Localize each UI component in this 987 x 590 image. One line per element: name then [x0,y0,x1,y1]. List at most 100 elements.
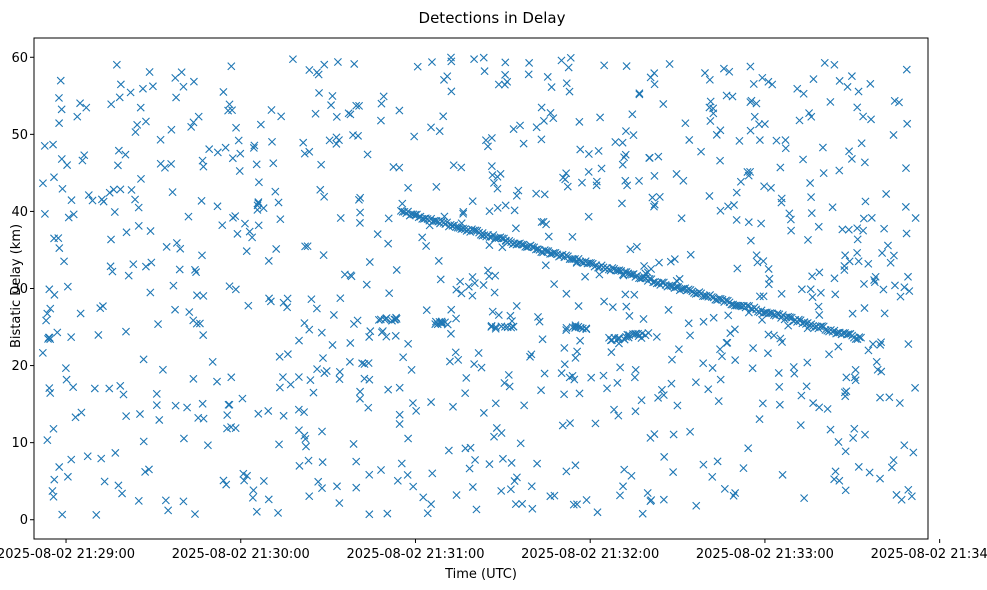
detection-point [705,103,714,112]
detection-point [245,227,254,236]
detection-point [562,467,571,476]
detection-point [626,245,635,254]
detection-point [907,492,916,501]
y-tick-label: 40 [11,205,28,220]
detection-point [577,178,586,187]
detection-point [890,281,899,290]
detection-point [306,376,315,385]
detection-point [124,271,133,280]
detection-point [92,510,101,519]
detection-point [509,125,518,134]
detection-point [803,235,812,244]
detection-point [904,485,913,494]
detection-point [154,320,163,329]
detection-point [815,268,824,277]
detection-point [479,281,488,290]
x-axis: 2025-08-02 21:29:00 2025-08-02 21:30:00 20… [0,539,987,562]
detection-point [594,146,603,155]
detection-point [533,459,542,468]
detection-point [691,378,700,387]
detection-point [851,365,860,374]
detection-point [501,201,510,210]
detection-point [384,214,393,223]
detection-point [307,295,316,304]
detection-point [493,172,502,181]
detection-point [395,410,404,419]
detection-point [841,486,850,495]
detection-point [719,64,728,73]
detection-point [55,463,64,472]
detection-point [631,407,640,416]
detection-point [461,444,470,453]
detection-point [77,408,86,417]
detection-point [465,464,474,473]
detection-point [231,424,240,433]
detection-point [847,72,856,81]
detection-point [275,440,284,449]
detection-point [650,200,659,209]
detection-point [40,209,49,218]
detection-point [853,224,862,233]
detection-point [175,265,184,274]
detection-point [121,150,130,159]
detection-point [192,291,201,300]
detection-point [267,106,276,114]
detection-point [494,311,503,320]
detection-point [322,367,331,376]
detection-point [225,100,234,109]
detection-point [113,161,122,170]
detection-point [63,472,72,481]
detection-point [254,198,263,207]
detection-point [468,197,477,206]
detection-point [129,260,138,269]
detection-point [724,311,733,320]
detection-point [600,297,609,306]
detection-point [320,192,329,201]
detection-point [750,112,759,121]
detection-point [399,353,408,362]
detection-point [808,293,817,302]
detection-point [847,154,856,163]
detection-point [398,199,407,208]
detection-point [562,289,571,298]
detection-point [659,495,668,504]
detection-point [781,144,790,153]
detection-point [491,324,500,333]
detection-point [90,384,99,393]
detection-point [449,161,458,170]
detection-point [744,444,753,453]
detection-point [617,199,626,208]
detection-point [494,80,503,89]
detection-point [758,399,767,408]
detection-point [336,294,345,303]
detection-point [527,482,536,491]
detection-point [234,136,243,145]
detection-point [335,367,344,376]
detection-point [709,313,718,322]
detection-point [877,338,886,347]
detection-point [571,353,580,362]
detection-point [814,222,823,231]
detection-point [835,76,844,85]
detection-point [611,138,620,146]
detection-point [632,242,641,251]
detection-point [547,83,556,92]
detection-point [679,176,688,185]
detection-point [404,339,413,348]
detection-point [254,178,263,187]
detection-point [842,387,851,396]
detection-point [228,106,237,115]
detection-point [97,195,106,204]
detection-point [198,251,206,260]
detection-point [236,149,245,158]
detection-point [451,348,460,357]
detection-point [43,436,52,445]
detection-point [511,224,520,233]
detection-point [316,185,325,194]
detection-point [806,179,815,188]
detection-point [461,389,470,398]
detection-point [404,207,413,216]
detection-point [778,311,787,320]
detection-point [314,477,323,486]
detection-point [440,212,449,221]
